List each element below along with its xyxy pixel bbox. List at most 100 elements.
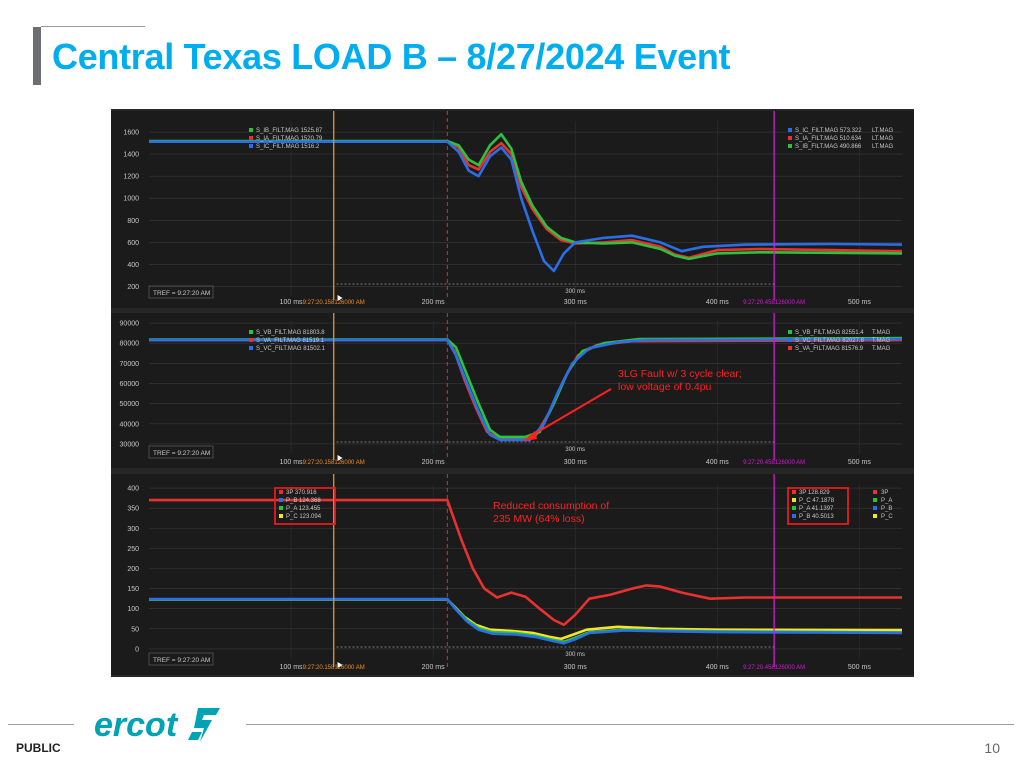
y-tick-label: 90000	[120, 321, 140, 328]
y-tick-label: 80000	[120, 341, 140, 348]
legend-far-entry: P_A	[881, 498, 892, 504]
series-line-3	[149, 597, 903, 645]
y-tick-label: 50	[131, 626, 139, 633]
tref-label: TREF = 9:27:20 AM	[153, 450, 210, 457]
y-tick-label: 350	[127, 506, 139, 513]
legend-swatch	[249, 330, 253, 334]
legend-far-entry: 3P	[881, 490, 888, 496]
legend-entry: S_VC_FILT.MAG 81502.1	[256, 346, 326, 352]
cursor-1-time-label: 9:27:20.158126000 AM	[303, 460, 365, 466]
y-tick-label: 600	[127, 240, 139, 247]
panel-background	[111, 313, 914, 468]
y-tick-label: 30000	[120, 441, 140, 448]
legend-far-swatch	[873, 498, 877, 502]
cursor-1-time-label: 9:27:20.158126000 AM	[303, 665, 365, 671]
legend-swatch	[249, 136, 253, 140]
legend-far-swatch	[873, 514, 877, 518]
x-tick-label: 300 ms	[564, 459, 587, 466]
legend-entry: S_IA_FILT.MAG 510.634	[795, 136, 862, 142]
annotation-arrow-head	[523, 431, 537, 441]
legend-entry: P_C 47.1878	[799, 498, 835, 504]
legend-swatch	[788, 144, 792, 148]
ercot-logo-text: ercot	[94, 706, 179, 744]
x-tick-label: 500 ms	[848, 664, 871, 671]
legend-edge-label: T.MAG	[872, 338, 891, 344]
legend-entry: 3P 370.916	[286, 490, 317, 496]
x-tick-label: 200 ms	[422, 664, 445, 671]
legend-right: 3P 128.829 P_C 47.1878 P_A 41.1397 P_B 40.5…	[787, 487, 849, 525]
legend-swatch	[792, 514, 796, 518]
legend-entry: S_IC_FILT.MAG 573.322	[795, 128, 862, 134]
legend-swatch	[792, 506, 796, 510]
legend-swatch	[788, 136, 792, 140]
cursor-2-time-label: 9:27:20.458126000 AM	[743, 665, 805, 671]
y-tick-label: 40000	[120, 421, 140, 428]
legend-entry: S_VA_FILT.MAG 81576.9	[795, 346, 864, 352]
tref-label: TREF = 9:27:20 AM	[153, 290, 210, 297]
x-tick-label: 400 ms	[706, 299, 729, 306]
y-tick-label: 300	[127, 526, 139, 533]
y-tick-label: 1600	[123, 130, 139, 137]
legend-left: 3P 370.916 P_B 124.368 P_A 123.455 P_C 123.…	[274, 487, 336, 525]
legend-edge-label: LT.MAG	[872, 144, 894, 150]
chart-panel-current: 200 400 600 800 1000 1200 1400 1600 100 ms 200 ms…	[111, 111, 914, 308]
legend-highlight-box	[787, 487, 849, 525]
annotation-text: low voltage of 0.4pu	[618, 381, 712, 393]
legend-swatch	[279, 490, 283, 494]
ercot-logo: ercot	[94, 706, 220, 744]
x-tick-label: 400 ms	[706, 664, 729, 671]
legend-swatch	[249, 128, 253, 132]
y-tick-label: 70000	[120, 361, 140, 368]
x-tick-label: 100 ms	[280, 459, 303, 466]
legend-entry: S_VA_FILT.MAG 81519.1	[256, 338, 325, 344]
footer-line-left	[8, 724, 74, 725]
chart-panel-power: 0 50 100 150 200 250 300 350 400 100 ms 200 ms 300 …	[111, 474, 914, 675]
legend-swatch	[788, 128, 792, 132]
panel-background	[111, 474, 914, 675]
cursor-arrow-icon	[337, 662, 343, 668]
y-tick-label: 1000	[123, 196, 139, 203]
y-tick-label: 250	[127, 546, 139, 553]
legend-far-swatch	[873, 490, 877, 494]
y-tick-label: 200	[127, 284, 139, 291]
legend-edge-label: T.MAG	[872, 330, 891, 336]
cursor-arrow-icon	[337, 295, 343, 301]
legend-swatch	[279, 506, 283, 510]
legend-far-swatch	[873, 506, 877, 510]
y-tick-label: 1200	[123, 174, 139, 181]
legend-entry: P_B 124.368	[286, 498, 321, 504]
legend-edge-label: LT.MAG	[872, 128, 894, 134]
x-tick-label: 200 ms	[422, 299, 445, 306]
annotation-arrow-line	[528, 388, 612, 438]
legend-far-entry: P_C	[881, 514, 893, 520]
legend-swatch	[788, 338, 792, 342]
legend-swatch	[792, 498, 796, 502]
annotation-text: 3LG Fault w/ 3 cycle clear;	[618, 368, 742, 380]
footer-line-right	[246, 724, 1014, 725]
y-tick-label: 400	[127, 486, 139, 493]
x-tick-label: 300 ms	[564, 299, 587, 306]
page-number: 10	[984, 740, 1000, 756]
legend-entry: S_IB_FILT.MAG 1525.87	[256, 128, 323, 134]
y-tick-label: 1400	[123, 152, 139, 159]
cursor-1-time-label: 9:27:20.158126000 AM	[303, 300, 365, 306]
legend-edge-label: LT.MAG	[872, 136, 894, 142]
ercot-star-icon	[188, 708, 220, 742]
legend-swatch	[279, 498, 283, 502]
page-title: Central Texas LOAD B – 8/27/2024 Event	[52, 36, 731, 77]
legend-entry: S_VC_FILT.MAG 82027.8	[795, 338, 865, 344]
legend-entry: S_IB_FILT.MAG 490.866	[795, 144, 862, 150]
x-tick-label: 500 ms	[848, 459, 871, 466]
x-tick-label: 300 ms	[564, 664, 587, 671]
series-line-2	[149, 140, 903, 273]
legend-swatch	[279, 514, 283, 518]
cursor-arrow-icon	[337, 455, 343, 461]
legend-left: S_IB_FILT.MAG 1525.87 S_IA_FILT.MAG 1520.…	[249, 128, 323, 150]
y-tick-label: 800	[127, 218, 139, 225]
legend-swatch	[249, 144, 253, 148]
tref-label: TREF = 9:27:20 AM	[153, 657, 210, 664]
x-tick-label: 400 ms	[706, 459, 729, 466]
event-figure: 200 400 600 800 1000 1200 1400 1600 100 ms 200 ms…	[111, 109, 914, 677]
cursor-2-time-label: 9:27:20.458126000 AM	[743, 300, 805, 306]
y-tick-label: 200	[127, 566, 139, 573]
